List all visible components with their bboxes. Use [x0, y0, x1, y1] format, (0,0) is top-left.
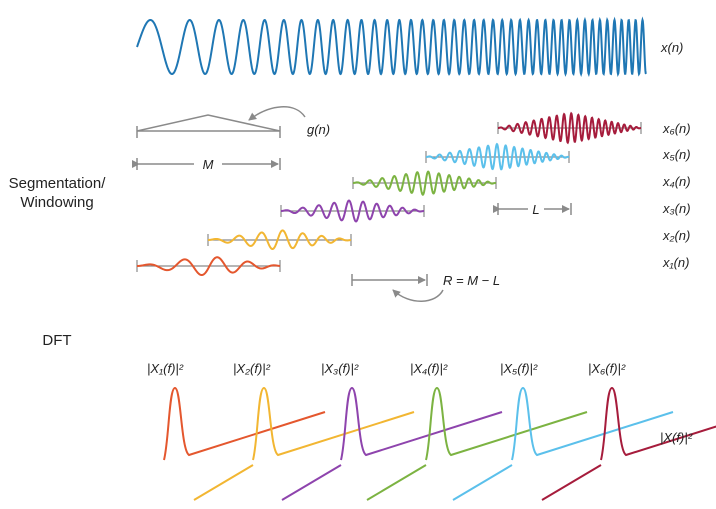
- segment-waveform: [352, 170, 497, 196]
- segment-3: [280, 199, 425, 223]
- windowing-label: Windowing: [20, 194, 93, 211]
- segment-label-1: x₁(n): [662, 255, 690, 270]
- overlap-label: L: [532, 202, 539, 217]
- spectrum-label-2: |X₂(f)|²: [233, 361, 271, 376]
- spectrum-baseline: [281, 464, 342, 501]
- overlap-marker: [493, 203, 572, 215]
- window-length-label: M: [203, 157, 214, 172]
- segment-waveform: [208, 229, 352, 251]
- window-shape: [136, 114, 281, 138]
- spectrum-label-5: |X₅(f)|²: [500, 361, 538, 376]
- segment-waveform: [137, 256, 281, 277]
- spectrum-label-4: |X₄(f)|²: [410, 361, 448, 376]
- spectrum-label-1: |X₁(f)|²: [147, 361, 184, 376]
- spectrum-3: [340, 386, 503, 461]
- segment-label-6: x₆(n): [662, 121, 691, 136]
- segment-label-4: x₄(n): [662, 174, 691, 189]
- segment-2: [207, 229, 352, 251]
- spectrum-1: [163, 386, 326, 461]
- segment-4: [352, 170, 497, 196]
- segment-label-3: x₃(n): [662, 201, 691, 216]
- window-length-marker: [132, 158, 281, 170]
- segmentation-label: Segmentation/: [9, 175, 107, 192]
- spectra: [163, 386, 716, 501]
- spectrum-5: [511, 386, 674, 461]
- window-label: g(n): [307, 122, 330, 137]
- spectrum-baseline: [366, 464, 427, 501]
- dft-label: DFT: [42, 332, 71, 349]
- spectrum-baseline: [193, 464, 254, 501]
- spectrum-4: [425, 386, 588, 461]
- window-apply-arrow: [248, 106, 306, 121]
- total-spectrum-label: |X(f)|²: [660, 430, 693, 445]
- segment-6: [497, 111, 642, 145]
- spectrum-label-6: |X₆(f)|²: [588, 361, 626, 376]
- segment-1: [136, 256, 281, 277]
- spectrum-6: [600, 386, 716, 461]
- hop-label: R = M − L: [443, 273, 500, 288]
- segment-waveform: [425, 142, 570, 171]
- spectrum-label-3: |X₃(f)|²: [321, 361, 359, 376]
- windowed-segments: [136, 111, 642, 277]
- spectrum-2: [252, 386, 415, 461]
- signal-waveform: [136, 16, 647, 78]
- segment-label-2: x₂(n): [662, 228, 690, 243]
- spectrum-baseline: [541, 464, 602, 501]
- segment-label-5: x₅(n): [662, 147, 691, 162]
- segment-5: [425, 142, 570, 171]
- spectrum-baseline: [452, 464, 513, 501]
- signal-label: x(n): [660, 40, 683, 55]
- hop-marker: [351, 274, 444, 302]
- segment-waveform: [281, 199, 425, 223]
- segment-waveform: [497, 111, 642, 145]
